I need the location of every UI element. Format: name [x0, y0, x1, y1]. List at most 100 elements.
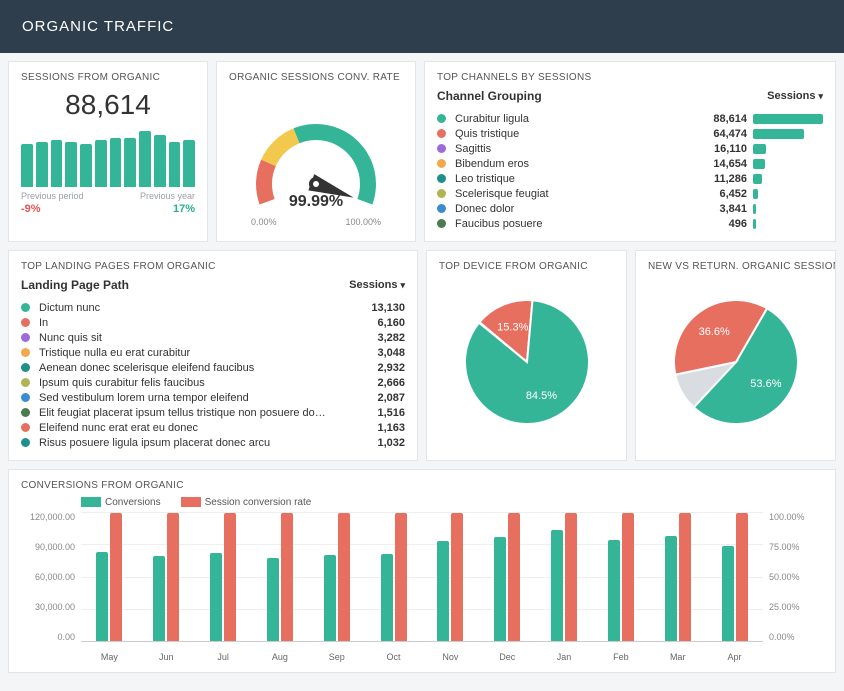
- delta-period: -9%: [21, 203, 41, 215]
- x-label: Nov: [422, 652, 479, 662]
- channel-bar: [753, 144, 766, 154]
- channel-label: Faucibus posuere: [455, 218, 723, 230]
- channel-value: 496: [729, 218, 747, 230]
- landing-row[interactable]: Aenean donec scelerisque eleifend faucib…: [21, 360, 405, 375]
- conv-bar: [96, 552, 108, 641]
- x-label: Dec: [479, 652, 536, 662]
- rate-bar: [508, 513, 520, 641]
- rate-bar: [736, 513, 748, 641]
- rate-bar: [395, 513, 407, 641]
- channel-row[interactable]: Bibendum eros 14,654: [437, 156, 823, 171]
- card-title: TOP DEVICE FROM ORGANIC: [439, 261, 614, 272]
- conversions-card: CONVERSIONS FROM ORGANIC Conversions Ses…: [8, 469, 836, 673]
- conv-bar: [210, 553, 222, 641]
- landing-row[interactable]: Tristique nulla eu erat curabitur 3,048: [21, 345, 405, 360]
- channel-value: 88,614: [713, 113, 747, 125]
- series-dot: [21, 378, 30, 387]
- rate-bar: [451, 513, 463, 641]
- channel-label: Quis tristique: [455, 128, 707, 140]
- landing-row[interactable]: Eleifend nunc erat erat eu donec 1,163: [21, 420, 405, 435]
- spark-bar: [139, 131, 151, 187]
- spark-bar: [51, 140, 63, 187]
- x-label: Aug: [251, 652, 308, 662]
- channel-bar: [753, 174, 762, 184]
- spark-bar: [183, 140, 195, 187]
- channel-value: 3,841: [719, 203, 747, 215]
- series-dot: [21, 393, 30, 402]
- channel-bar: [753, 159, 765, 169]
- landing-value: 3,048: [377, 347, 405, 359]
- spark-bar: [169, 142, 181, 187]
- channel-bar: [753, 189, 758, 199]
- series-dot: [437, 189, 446, 198]
- series-dot: [21, 438, 30, 447]
- series-dot: [21, 333, 30, 342]
- landing-label: Dictum nunc: [39, 302, 365, 314]
- landing-value: 1,163: [377, 422, 405, 434]
- channel-row[interactable]: Scelerisque feugiat 6,452: [437, 186, 823, 201]
- spark-bar: [65, 142, 77, 187]
- rate-bar: [281, 513, 293, 641]
- channel-row[interactable]: Faucibus posuere 496: [437, 216, 823, 231]
- newreturn-card: NEW VS RETURN. ORGANIC SESSIONS 53.6%36.…: [635, 250, 836, 461]
- landing-row[interactable]: Elit feugiat placerat ipsum tellus trist…: [21, 405, 405, 420]
- channel-row[interactable]: Curabitur ligula 88,614: [437, 111, 823, 126]
- landing-row[interactable]: Dictum nunc 13,130: [21, 300, 405, 315]
- channel-label: Sagittis: [455, 143, 708, 155]
- sessions-card: SESSIONS FROM ORGANIC 88,614 Previous pe…: [8, 61, 208, 242]
- spark-bar: [21, 144, 33, 187]
- series-dot: [21, 348, 30, 357]
- channel-value: 16,110: [714, 143, 747, 155]
- channel-value: 14,654: [713, 158, 747, 170]
- sort-toggle[interactable]: Sessions▾: [349, 279, 405, 291]
- landing-value: 1,516: [377, 407, 405, 419]
- conv-bar: [722, 546, 734, 641]
- channel-row[interactable]: Quis tristique 64,474: [437, 126, 823, 141]
- landing-row[interactable]: Nunc quis sit 3,282: [21, 330, 405, 345]
- landing-row[interactable]: Ipsum quis curabitur felis faucibus 2,66…: [21, 375, 405, 390]
- series-dot: [437, 219, 446, 228]
- rate-bar: [622, 513, 634, 641]
- svg-text:36.6%: 36.6%: [698, 326, 729, 338]
- series-dot: [21, 303, 30, 312]
- conv-bar: [494, 537, 506, 641]
- landing-label: Eleifend nunc erat erat eu donec: [39, 422, 371, 434]
- landing-label: In: [39, 317, 371, 329]
- delta-year: 17%: [173, 203, 195, 215]
- landing-value: 2,087: [377, 392, 405, 404]
- group-label: Landing Page Path: [21, 278, 129, 292]
- channel-label: Curabitur ligula: [455, 113, 707, 125]
- landing-label: Risus posuere ligula ipsum placerat done…: [39, 437, 371, 449]
- rate-bar: [110, 513, 122, 641]
- conv-bar: [324, 555, 336, 641]
- sort-toggle[interactable]: Sessions▾: [767, 90, 823, 102]
- channel-row[interactable]: Sagittis 16,110: [437, 141, 823, 156]
- x-label: Feb: [592, 652, 649, 662]
- landing-label: Tristique nulla eu erat curabitur: [39, 347, 371, 359]
- series-dot: [21, 408, 30, 417]
- prev-period-label: Previous period: [21, 191, 84, 201]
- channel-row[interactable]: Leo tristique 11,286: [437, 171, 823, 186]
- channel-bar: [753, 219, 756, 229]
- landing-label: Sed vestibulum lorem urna tempor eleifen…: [39, 392, 371, 404]
- svg-text:53.6%: 53.6%: [750, 378, 781, 390]
- card-title: TOP LANDING PAGES FROM ORGANIC: [21, 261, 405, 272]
- landing-label: Ipsum quis curabitur felis faucibus: [39, 377, 371, 389]
- x-label: Oct: [365, 652, 422, 662]
- x-label: Sep: [308, 652, 365, 662]
- page-title: ORGANIC TRAFFIC: [22, 18, 174, 35]
- landing-label: Elit feugiat placerat ipsum tellus trist…: [39, 407, 371, 419]
- rate-bar: [167, 513, 179, 641]
- x-label: May: [81, 652, 138, 662]
- channel-bar: [753, 129, 804, 139]
- series-dot: [437, 159, 446, 168]
- channels-card: TOP CHANNELS BY SESSIONS Channel Groupin…: [424, 61, 836, 242]
- channel-row[interactable]: Donec dolor 3,841: [437, 201, 823, 216]
- conv-bar: [153, 556, 165, 641]
- landing-row[interactable]: In 6,160: [21, 315, 405, 330]
- channel-label: Leo tristique: [455, 173, 708, 185]
- series-dot: [437, 174, 446, 183]
- device-pie: 15.3%84.5%: [452, 284, 602, 434]
- landing-row[interactable]: Sed vestibulum lorem urna tempor eleifen…: [21, 390, 405, 405]
- landing-row[interactable]: Risus posuere ligula ipsum placerat done…: [21, 435, 405, 450]
